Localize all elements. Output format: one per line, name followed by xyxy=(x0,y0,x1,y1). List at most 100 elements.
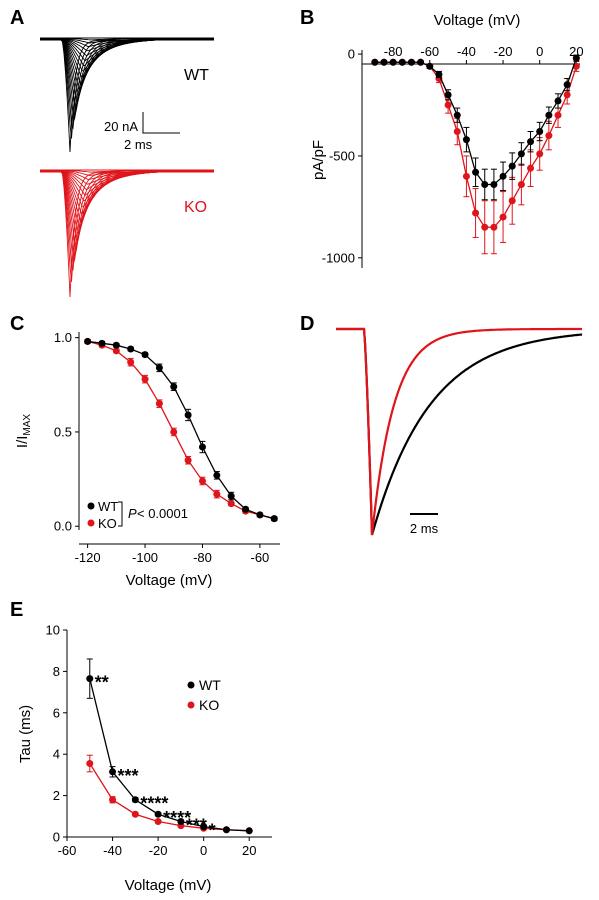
b-ko-point xyxy=(536,150,544,158)
c-ko-point xyxy=(213,490,221,498)
c-legend: WT KO P < 0.0001 xyxy=(87,499,188,531)
c-ko-line xyxy=(87,340,275,520)
b-wt-point xyxy=(426,62,434,70)
b-x-axis-label: Voltage (mV) xyxy=(434,12,521,29)
c-wt-point xyxy=(155,364,163,372)
c-ko-point xyxy=(112,347,120,355)
b-ko-point xyxy=(481,223,489,231)
b-wt-point xyxy=(481,180,489,188)
ko-current-traces xyxy=(40,169,215,298)
e-legend-wt-label: WT xyxy=(199,677,221,693)
e-x-tick-label: 20 xyxy=(242,843,256,858)
c-ko-point xyxy=(198,477,206,485)
b-wt-point xyxy=(536,127,544,135)
e-y-tick-label: 10 xyxy=(46,623,60,638)
c-ko-point xyxy=(184,456,192,464)
c-legend-ko-label: KO xyxy=(98,516,117,531)
b-wt-point xyxy=(572,54,580,62)
e-significance: **************** * xyxy=(95,673,216,841)
c-legend-ko-marker xyxy=(87,519,95,527)
b-x-tick-label: -60 xyxy=(420,44,439,59)
e-x-tick-label: -20 xyxy=(149,843,168,858)
e-significance-mark: * xyxy=(209,821,216,841)
b-wt-point xyxy=(508,162,516,170)
e-ko-point xyxy=(86,760,94,768)
c-x-tick-label: -100 xyxy=(132,550,158,565)
e-x-tick-label: -40 xyxy=(103,843,122,858)
wt-trace-label: WT xyxy=(184,67,209,84)
b-ko-point xyxy=(490,223,498,231)
c-wt-point xyxy=(198,443,206,451)
c-wt-point xyxy=(184,411,192,419)
b-wt-point xyxy=(453,111,461,119)
c-stat-value: < 0.0001 xyxy=(137,506,188,521)
c-wt-point xyxy=(127,345,135,353)
e-legend-ko-label: KO xyxy=(199,697,219,713)
b-wt-point xyxy=(563,81,571,89)
e-significance-mark: **** xyxy=(140,794,168,814)
e-legend: WT KO xyxy=(187,677,221,713)
e-y-axis-label: Tau (ms) xyxy=(17,705,34,763)
e-x-tick-label: -60 xyxy=(58,843,77,858)
b-wt-point xyxy=(472,168,480,176)
b-y-axis-label: pA/pF xyxy=(310,140,327,180)
panel-label-b: B xyxy=(300,7,314,29)
panel-label-e: E xyxy=(10,599,23,621)
c-y-axis-label-sub: MAX xyxy=(22,414,33,436)
c-x-axis-label: Voltage (mV) xyxy=(126,572,213,589)
scale-bar xyxy=(142,112,180,134)
c-x-tick-label: -60 xyxy=(251,550,270,565)
c-wt-point xyxy=(242,505,250,513)
e-wt-point xyxy=(245,827,253,835)
e-wt-point xyxy=(86,675,94,683)
b-wt-point xyxy=(389,58,397,66)
c-y-axis-label: I/IMAX xyxy=(14,414,33,449)
b-ko-point xyxy=(517,180,525,188)
b-wt-point xyxy=(407,58,415,66)
e-wt-point xyxy=(131,796,139,804)
c-wt-point xyxy=(98,339,106,347)
b-wt-point xyxy=(490,180,498,188)
e-series xyxy=(86,658,253,835)
panel-a-current-traces: WT KO 20 nA 2 ms xyxy=(40,37,215,298)
b-series xyxy=(371,54,580,255)
c-wt-point xyxy=(270,515,278,523)
e-wt-point xyxy=(154,810,162,818)
b-ko-point xyxy=(444,101,452,109)
ko-trace-label: KO xyxy=(184,199,207,216)
d-scale-label: 2 ms xyxy=(410,521,439,536)
c-legend-wt-marker xyxy=(87,502,95,510)
c-wt-point xyxy=(141,351,149,359)
c-stat-p: P xyxy=(128,506,137,521)
b-wt-point xyxy=(527,138,535,146)
c-legend-bracket xyxy=(118,501,123,527)
e-ko-point xyxy=(109,796,117,804)
b-x-tick-label: -80 xyxy=(384,44,403,59)
c-wt-point xyxy=(170,383,178,391)
e-y-tick-label: 0 xyxy=(53,830,60,845)
b-wt-point xyxy=(371,58,379,66)
e-wt-point xyxy=(222,826,230,834)
panel-label-d: D xyxy=(300,313,314,335)
b-wt-point xyxy=(380,58,388,66)
b-ko-point xyxy=(462,172,470,180)
e-significance-mark: ** xyxy=(95,673,109,693)
c-y-tick-label: 0.0 xyxy=(54,519,72,534)
e-significance-mark: *** xyxy=(186,815,207,835)
d-ko-trace xyxy=(336,327,582,536)
b-x-tick-label: 0 xyxy=(536,44,543,59)
panel-d-normalized-traces: 2 ms xyxy=(336,327,583,536)
scale-bar-current-label: 20 nA xyxy=(104,119,138,134)
b-ko-point xyxy=(545,132,553,140)
b-ko-point xyxy=(508,197,516,205)
b-ko-point xyxy=(527,164,535,172)
e-legend-wt-marker xyxy=(187,681,195,689)
c-wt-point xyxy=(227,492,235,500)
b-wt-point xyxy=(517,150,525,158)
c-ko-point xyxy=(155,400,163,408)
b-x-tick-label: -20 xyxy=(494,44,513,59)
b-x-tick-label: -40 xyxy=(457,44,476,59)
c-wt-point xyxy=(112,341,120,349)
e-y-tick-label: 6 xyxy=(53,705,60,720)
b-x-tick-label: 20 xyxy=(569,44,583,59)
